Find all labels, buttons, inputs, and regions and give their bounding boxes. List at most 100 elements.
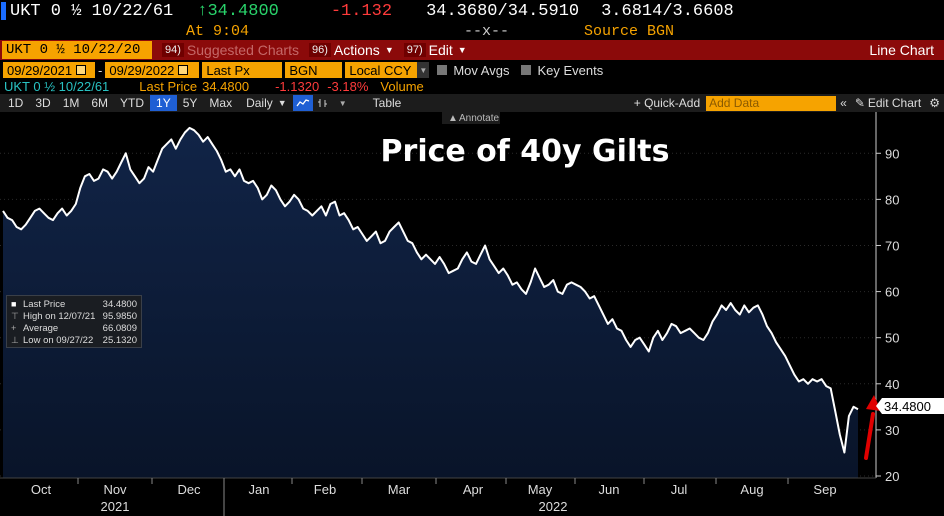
end-date-field[interactable]: 09/29/2022 (105, 62, 200, 78)
end-date: 09/29/2022 (109, 62, 175, 78)
x-tick-label: Oct (31, 482, 52, 497)
stats-last-label: Last Price (23, 298, 66, 310)
period-button-3d[interactable]: 3D (35, 96, 51, 110)
caret-up-icon: ▲ (448, 113, 458, 124)
add-data-input[interactable]: Add Data (706, 95, 837, 111)
stats-last-value: 34.4800 (102, 298, 137, 310)
annotate-control[interactable]: ▲ Annotate (442, 112, 500, 124)
legend-change: -1.1320 (275, 79, 320, 94)
series-legend-row: UKT 0 ½ 10/22/61 Last Price 34.4800 -1.1… (0, 79, 944, 94)
period-button-1y[interactable]: 1Y (150, 95, 177, 111)
y-tick-label: 40 (885, 377, 899, 392)
x-tick-label: Jul (671, 482, 688, 497)
double-chevron-icon[interactable]: « (840, 96, 847, 110)
year-label: 2021 (101, 499, 130, 514)
start-date-field[interactable]: 09/29/2021 (3, 62, 95, 78)
security-subheader: At 9:04 --x-- Source BGN (0, 22, 944, 40)
mov-avgs-checkbox[interactable] (437, 65, 448, 75)
change-value: -1.132 (330, 1, 393, 21)
period-buttons: 1D 3D 1M 6M YTD 1Y 5Y Max (2, 95, 238, 111)
y-tick-label: 70 (885, 238, 899, 253)
time-label: At 9:04 (186, 22, 250, 40)
edit-label: Edit (428, 42, 453, 58)
y-tick-label: 30 (885, 423, 899, 438)
suggested-num: 94) (162, 43, 184, 57)
x-tick-label: Sep (813, 482, 836, 497)
legend-ticker: UKT 0 ½ 10/22/61 (4, 79, 110, 94)
field-select[interactable]: Last Px (202, 62, 283, 78)
period-button-1d[interactable]: 1D (8, 96, 24, 110)
stats-low-label: Low on 09/27/22 (23, 334, 94, 346)
bar-chart-icon[interactable] (313, 95, 333, 111)
stats-low-value: 25.1320 (102, 334, 137, 346)
price-area (3, 127, 858, 479)
last-price-tag-value: 34.4800 (884, 399, 931, 414)
stats-low-row: ⊥ Low on 09/27/22 25.1320 (11, 334, 137, 346)
last-price-tag-bg (876, 398, 944, 414)
quick-add-button[interactable]: + Quick-Add (633, 96, 701, 110)
security-field[interactable]: UKT 0 ½ 10/22/20 (2, 41, 152, 59)
y-axis-ticks: 20 30 40 50 60 70 80 90 (876, 146, 899, 484)
x-tick-label: Dec (177, 482, 201, 497)
stats-high-row: ⊤ High on 12/07/21 95.9850 (11, 310, 137, 322)
stats-legend-box: ■ Last Price 34.4800 ⊤ High on 12/07/21 95… (6, 295, 142, 348)
annotate-background (442, 112, 500, 124)
up-arrow-icon: ↑ (197, 1, 208, 21)
chevron-down-icon: ▼ (277, 98, 287, 108)
x-tick-label: Apr (463, 482, 484, 497)
gear-icon[interactable]: ⚙ (929, 96, 940, 110)
ticker-label[interactable]: UKT 0 ½ 10/22/61 (10, 1, 174, 21)
x-tick-label: Jun (599, 482, 620, 497)
last-price: 34.4800 (207, 1, 279, 21)
suggested-charts-button[interactable]: 94) Suggested Charts (162, 42, 299, 58)
price-line[interactable] (2, 126, 859, 454)
yield-pair: 3.6814/3.6608 (601, 1, 734, 21)
actions-menu-button[interactable]: 96) Actions ▼ (308, 42, 394, 58)
source-select[interactable]: BGN (285, 62, 343, 78)
source-label: Source BGN (584, 22, 675, 40)
legend-last-value: 34.4800 (202, 79, 250, 94)
line-chart-icon[interactable] (292, 95, 313, 111)
bid-ask: 34.3680/34.5910 (426, 1, 580, 21)
white-square-icon: ■ (11, 299, 17, 309)
period-button-5y[interactable]: 5Y (182, 96, 198, 110)
edit-menu-button[interactable]: 97) Edit ▼ (403, 42, 467, 58)
stats-high-label: High on 12/07/21 (23, 310, 96, 322)
x-tick-label: Aug (740, 482, 763, 497)
legend-last-label: Last Price (139, 79, 198, 94)
annotate-label: Annotate (459, 113, 499, 124)
key-events-checkbox[interactable] (521, 65, 532, 75)
chevron-down-icon[interactable]: ▼ (338, 98, 347, 108)
calendar-icon[interactable] (76, 65, 87, 75)
period-button-max[interactable]: Max (209, 96, 233, 110)
table-button[interactable]: Table (372, 96, 402, 110)
actions-label: Actions (333, 42, 380, 58)
security-marker (1, 2, 6, 20)
stats-average-value: 66.0809 (102, 322, 137, 334)
frequency-select[interactable]: Daily ▼ (240, 95, 293, 111)
date-separator: - (98, 62, 103, 78)
stats-last-row: ■ Last Price 34.4800 (11, 298, 137, 310)
start-date: 09/29/2021 (7, 62, 73, 78)
calendar-icon[interactable] (178, 65, 189, 75)
chart-type-label: Line Chart (869, 42, 934, 58)
mov-avgs-option[interactable]: Mov Avgs (437, 63, 509, 78)
pencil-icon: ✎ (854, 96, 865, 110)
x-tick-label: May (528, 482, 553, 497)
price-chart[interactable]: 20 30 40 50 60 70 80 90 Oct Nov Dec Jan Feb Mar Apr Ma… (0, 112, 944, 516)
key-events-option[interactable]: Key Events (521, 63, 603, 78)
last-price-tag: 34.4800 (876, 398, 944, 414)
edit-chart-button[interactable]: ✎ Edit Chart (851, 95, 925, 111)
chevron-down-icon[interactable]: ▼ (417, 62, 430, 78)
period-button-ytd[interactable]: YTD (120, 96, 145, 110)
legend-change-pct: -3.18% (327, 79, 369, 94)
average-marker-icon: + (11, 323, 17, 333)
chevron-down-icon: ▼ (457, 45, 467, 55)
y-tick-label: 50 (885, 331, 899, 346)
x-tick-label: Feb (314, 482, 336, 497)
currency-select[interactable]: Local CCY (345, 62, 418, 78)
period-button-1m[interactable]: 1M (62, 96, 80, 110)
menu-bar: UKT 0 ½ 10/22/20 94) Suggested Charts 96… (0, 40, 944, 60)
key-events-label: Key Events (537, 62, 604, 78)
period-button-6m[interactable]: 6M (91, 96, 109, 110)
